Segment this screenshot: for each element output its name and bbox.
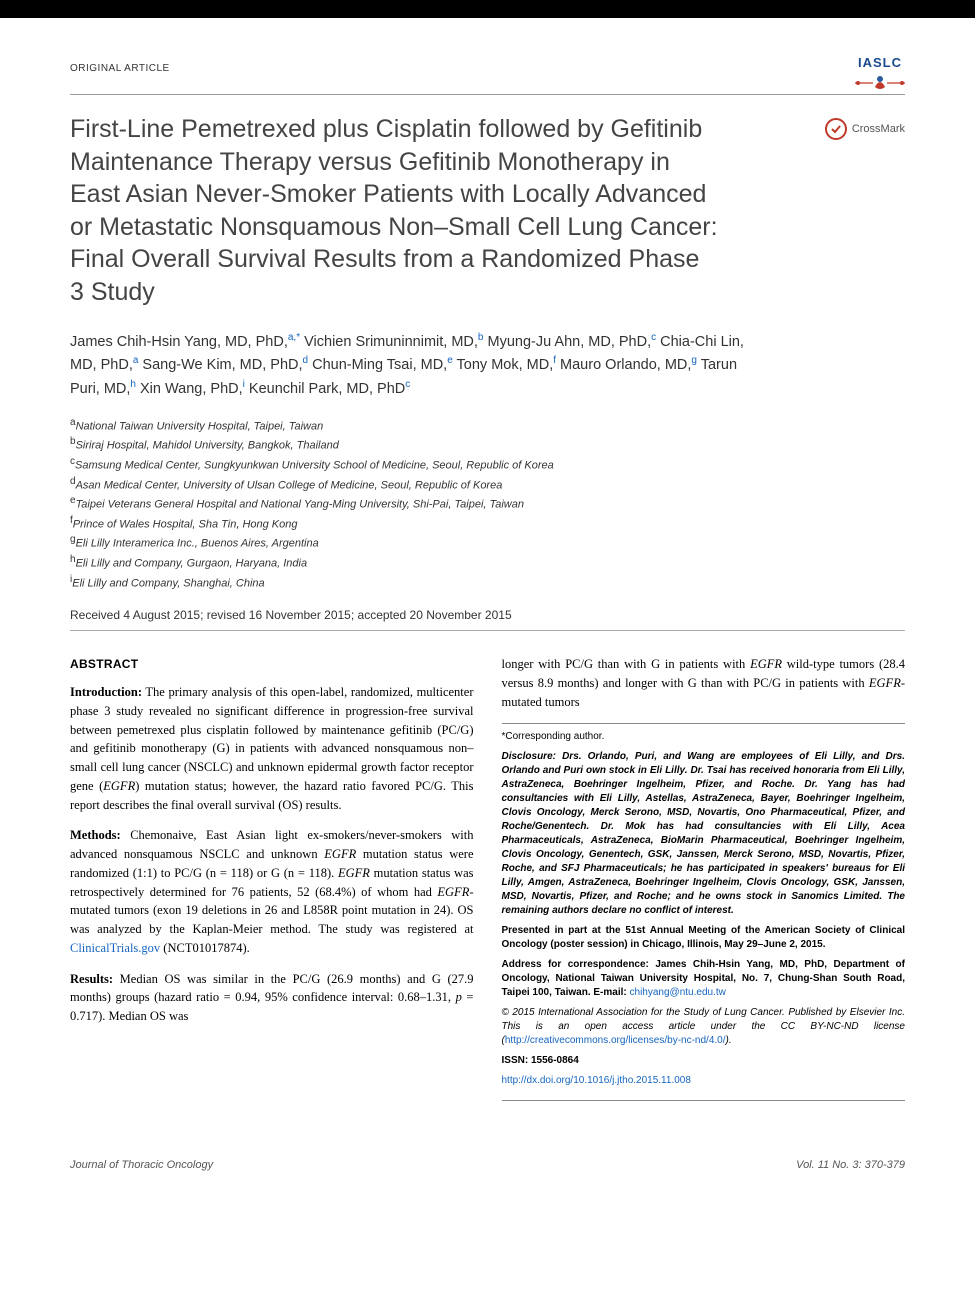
left-column: ABSTRACT Introduction: The primary analy… — [70, 655, 474, 1101]
two-column-body: ABSTRACT Introduction: The primary analy… — [70, 655, 905, 1101]
corresponding-author-note: *Corresponding author. — [502, 730, 906, 744]
crossmark-badge[interactable]: CrossMark — [825, 118, 905, 140]
article-info-box: *Corresponding author. Disclosure: Drs. … — [502, 723, 906, 1101]
abstract-heading: ABSTRACT — [70, 655, 474, 673]
disclosure-text: Disclosure: Drs. Orlando, Puri, and Wang… — [502, 750, 906, 918]
crossmark-icon — [825, 118, 847, 140]
crossmark-label: CrossMark — [852, 123, 905, 135]
article-type-label: ORIGINAL ARTICLE — [70, 63, 170, 74]
top-black-bar — [0, 0, 975, 18]
correspondence-address: Address for correspondence: James Chih-H… — [502, 958, 906, 1000]
abstract-methods: Methods: Chemonaive, East Asian light ex… — [70, 826, 474, 957]
journal-name: Journal of Thoracic Oncology — [70, 1159, 213, 1171]
doi-link[interactable]: http://dx.doi.org/10.1016/j.jtho.2015.11… — [502, 1075, 691, 1086]
article-title: First-Line Pemetrexed plus Cisplatin fol… — [70, 113, 720, 308]
issn-label: ISSN: 1556-0864 — [502, 1054, 906, 1068]
iaslc-icon — [855, 73, 905, 93]
right-column: longer with PC/G than with G in patients… — [502, 655, 906, 1101]
header-row: ORIGINAL ARTICLE — [70, 63, 905, 74]
doi-link-wrapper: http://dx.doi.org/10.1016/j.jtho.2015.11… — [502, 1074, 906, 1088]
abstract-introduction: Introduction: The primary analysis of th… — [70, 683, 474, 814]
presented-note: Presented in part at the 51st Annual Mee… — [502, 924, 906, 952]
copyright-note: © 2015 International Association for the… — [502, 1006, 906, 1048]
body-rule — [70, 630, 905, 631]
clinicaltrials-link[interactable]: ClinicalTrials.gov — [70, 941, 160, 955]
iaslc-text: IASLC — [858, 55, 902, 70]
affiliation-list: aNational Taiwan University Hospital, Ta… — [70, 416, 905, 592]
article-dates: Received 4 August 2015; revised 16 Novem… — [70, 608, 905, 622]
correspondence-email-link[interactable]: chihyang@ntu.edu.tw — [630, 987, 726, 998]
page-footer: Journal of Thoracic Oncology Vol. 11 No.… — [0, 1141, 975, 1201]
header-rule — [70, 94, 905, 95]
logo-column: IASLC CrossMark — [825, 55, 905, 140]
iaslc-logo: IASLC — [855, 55, 905, 93]
author-list: James Chih-Hsin Yang, MD, PhD,a,* Vichie… — [70, 330, 750, 400]
abstract-results-continued: longer with PC/G than with G in patients… — [502, 655, 906, 711]
page-content: ORIGINAL ARTICLE IASLC CrossMark First-L — [0, 18, 975, 1141]
abstract-results: Results: Median OS was similar in the PC… — [70, 970, 474, 1026]
license-link[interactable]: http://creativecommons.org/licenses/by-n… — [505, 1035, 726, 1046]
issue-info: Vol. 11 No. 3: 370-379 — [796, 1159, 905, 1171]
